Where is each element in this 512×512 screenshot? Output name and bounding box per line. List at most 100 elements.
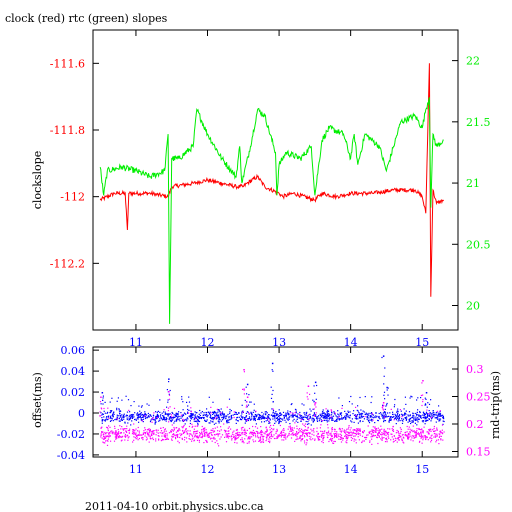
scatter-point — [274, 422, 276, 424]
scatter-point — [153, 412, 155, 414]
scatter-point — [142, 421, 144, 423]
scatter-point — [255, 414, 257, 416]
scatter-point — [220, 415, 222, 417]
scatter-point — [308, 418, 310, 420]
scatter-point — [228, 430, 230, 432]
scatter-point — [304, 414, 306, 416]
bot-y2tick-label: 0.3 — [466, 363, 484, 376]
scatter-point — [168, 381, 170, 383]
scatter-point — [206, 441, 208, 443]
scatter-point — [209, 412, 211, 414]
scatter-point — [370, 433, 373, 435]
scatter-point — [402, 418, 405, 420]
scatter-outlier-point — [314, 381, 317, 384]
scatter-point — [265, 414, 267, 416]
scatter-point — [116, 416, 118, 418]
scatter-point — [415, 416, 417, 418]
scatter-point — [440, 415, 442, 417]
scatter-point — [250, 419, 252, 421]
scatter-point — [387, 428, 389, 430]
scatter-point — [217, 443, 219, 445]
scatter-point — [233, 436, 235, 438]
scatter-point — [198, 435, 200, 437]
scatter-point — [409, 415, 411, 417]
scatter-point — [417, 418, 419, 420]
scatter-point — [364, 416, 366, 418]
scatter-point — [375, 428, 377, 430]
scatter-point — [225, 433, 227, 435]
scatter-point — [375, 412, 377, 414]
scatter-point — [232, 414, 234, 416]
scatter-point — [177, 414, 179, 416]
scatter-point — [326, 411, 328, 413]
scatter-point — [275, 414, 277, 416]
scatter-point — [307, 398, 309, 400]
scatter-point — [414, 412, 416, 415]
scatter-point — [148, 428, 150, 430]
scatter-point — [160, 416, 162, 419]
scatter-point — [217, 409, 219, 411]
scatter-point — [253, 419, 255, 421]
scatter-point — [119, 425, 121, 427]
scatter-point — [271, 435, 273, 437]
scatter-point — [158, 439, 160, 441]
scatter-point — [241, 417, 244, 419]
scatter-point — [238, 416, 240, 418]
scatter-point — [121, 414, 123, 416]
scatter-point — [331, 416, 333, 418]
scatter-point — [266, 438, 268, 440]
scatter-point — [147, 434, 149, 436]
scatter-point — [250, 412, 253, 414]
scatter-point — [260, 418, 262, 420]
scatter-point — [129, 418, 131, 420]
scatter-point — [190, 416, 192, 418]
scatter-point — [265, 431, 267, 433]
scatter-point — [182, 418, 184, 420]
scatter-point — [204, 420, 206, 422]
scatter-point — [327, 427, 329, 429]
scatter-point — [276, 437, 279, 439]
scatter-point — [223, 423, 225, 425]
scatter-point — [322, 439, 324, 441]
scatter-point — [207, 433, 210, 435]
scatter-point — [141, 405, 143, 407]
slopes-panel: 11 12 13 14 15-111.6-111.8-112-112.22221.521… — [31, 29, 491, 349]
scatter-point — [306, 434, 308, 436]
scatter-point — [181, 437, 183, 439]
scatter-point — [331, 428, 333, 430]
scatter-point — [330, 432, 332, 434]
scatter-point — [109, 432, 111, 434]
scatter-point — [344, 410, 346, 412]
scatter-point — [320, 419, 322, 421]
scatter-point — [238, 412, 240, 414]
scatter-point — [427, 431, 429, 433]
scatter-point — [210, 432, 212, 434]
scatter-point — [412, 431, 414, 433]
scatter-point — [216, 415, 218, 417]
scatter-point — [401, 418, 403, 420]
scatter-point — [291, 433, 293, 435]
bot-y2tick-label: 0.2 — [466, 418, 484, 431]
scatter-point — [118, 411, 121, 413]
scatter-point — [349, 411, 351, 413]
scatter-point — [420, 433, 422, 435]
scatter-point — [306, 435, 308, 437]
scatter-point — [272, 424, 275, 426]
scatter-point — [313, 408, 315, 410]
scatter-point — [298, 413, 301, 415]
scatter-point — [290, 437, 293, 439]
scatter-point — [440, 439, 442, 441]
scatter-point — [303, 424, 305, 426]
scatter-point — [212, 413, 214, 415]
scatter-point — [106, 436, 108, 438]
scatter-point — [399, 434, 401, 436]
scatter-point — [337, 410, 339, 412]
scatter-point — [377, 433, 379, 435]
scatter-point — [329, 417, 331, 419]
scatter-point — [115, 435, 117, 438]
scatter-point — [347, 411, 350, 413]
scatter-point — [223, 415, 225, 417]
scatter-point — [364, 396, 366, 398]
scatter-point — [283, 439, 285, 441]
scatter-point — [144, 429, 146, 431]
